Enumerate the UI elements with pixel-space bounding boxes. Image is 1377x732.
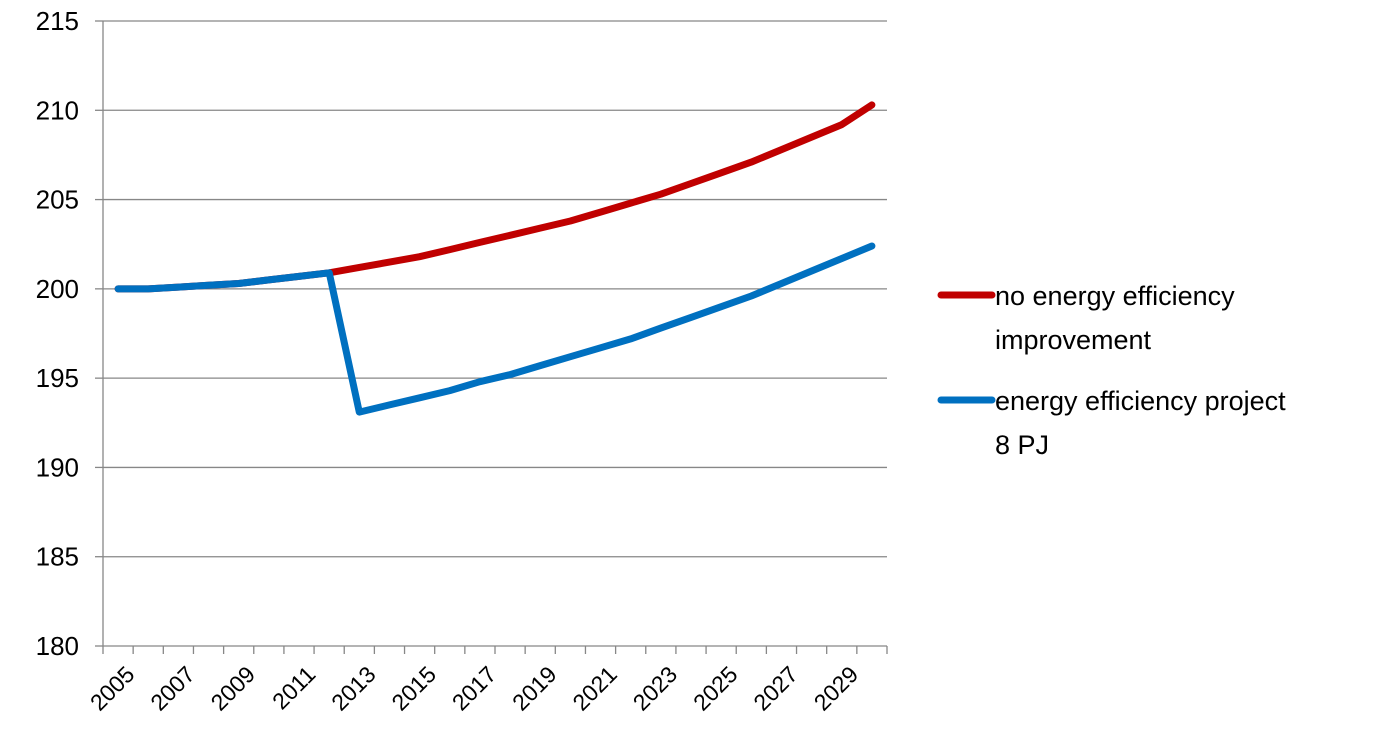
y-tick-label: 195: [36, 363, 79, 393]
legend-label-1: no energy efficiency improvement: [995, 281, 1235, 355]
x-tick-label: 2011: [267, 661, 320, 714]
series-line-2: [114, 242, 876, 416]
x-tick-label: 2029: [809, 661, 864, 716]
y-tick-label: 215: [36, 6, 79, 36]
y-tick-label: 205: [36, 185, 79, 215]
y-tick-label: 185: [36, 542, 79, 572]
x-tick-label: 2023: [628, 661, 683, 716]
y-tick-label: 210: [36, 95, 79, 125]
x-tick-label: 2019: [507, 661, 562, 716]
axes: [95, 20, 888, 654]
series-lines: [114, 101, 876, 416]
legend: no energy efficiency improvement energy ef…: [937, 281, 1286, 460]
x-tick-label: 2017: [447, 661, 502, 716]
series-line-1: [114, 101, 876, 293]
legend-label-2: energy efficiency project 8 PJ: [995, 386, 1286, 460]
y-tick-label: 190: [36, 452, 79, 482]
y-tick-label: 180: [36, 631, 79, 661]
x-tick-label: 2025: [688, 661, 743, 716]
x-tick-label: 2027: [748, 661, 803, 716]
x-tick-label: 2021: [567, 661, 622, 716]
x-tick-label: 2007: [145, 661, 200, 716]
x-axis-tick-labels: 2005 2007 2009 2011 2013 2015 2017 2019 2021 2023…: [85, 661, 863, 716]
x-tick-label: 2009: [206, 661, 261, 716]
y-axis-tick-labels: 180 185 190 195 200 205 210 215: [36, 6, 79, 661]
y-tick-label: 200: [36, 274, 79, 304]
x-tick-label: 2015: [386, 661, 441, 716]
x-tick-label: 2013: [326, 661, 381, 716]
x-tick-label: 2005: [85, 661, 140, 716]
